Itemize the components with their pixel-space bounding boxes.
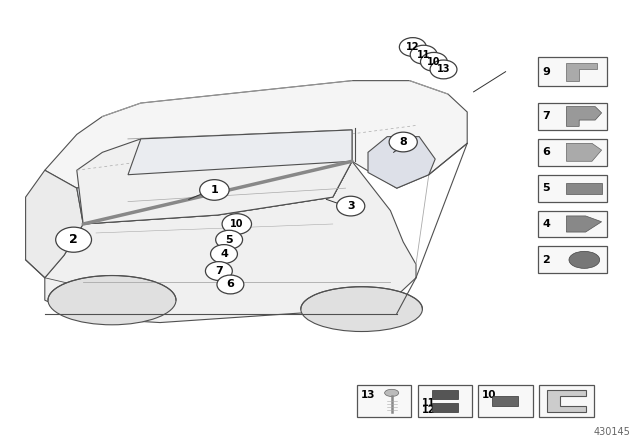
Polygon shape [566, 143, 602, 161]
Text: 9: 9 [542, 67, 550, 77]
Text: 13: 13 [361, 390, 375, 400]
Ellipse shape [48, 276, 176, 325]
Polygon shape [45, 81, 467, 188]
Circle shape [399, 38, 426, 56]
Circle shape [389, 132, 417, 152]
Text: 10: 10 [427, 57, 441, 67]
Bar [432, 390, 458, 399]
FancyBboxPatch shape [417, 385, 472, 417]
Text: 10: 10 [230, 219, 244, 229]
Text: 2: 2 [542, 255, 550, 265]
FancyBboxPatch shape [540, 385, 594, 417]
Circle shape [56, 227, 92, 252]
Circle shape [430, 60, 457, 79]
Text: 11: 11 [417, 50, 431, 60]
Text: 7: 7 [542, 112, 550, 121]
Circle shape [216, 230, 243, 249]
Polygon shape [26, 170, 83, 278]
Bar [566, 183, 602, 194]
Bar [492, 396, 518, 406]
Text: 3: 3 [347, 201, 355, 211]
Circle shape [420, 52, 447, 71]
Text: 12: 12 [422, 405, 435, 415]
Polygon shape [368, 137, 435, 188]
Ellipse shape [569, 251, 600, 268]
Circle shape [200, 180, 229, 200]
Text: 11: 11 [422, 398, 435, 408]
Polygon shape [566, 63, 597, 81]
Text: 5: 5 [225, 235, 233, 245]
FancyBboxPatch shape [538, 57, 607, 86]
FancyBboxPatch shape [357, 385, 412, 417]
Text: 5: 5 [542, 183, 550, 193]
FancyBboxPatch shape [538, 175, 607, 202]
Text: 12: 12 [406, 42, 420, 52]
Text: 10: 10 [483, 390, 497, 400]
Polygon shape [45, 161, 416, 323]
Polygon shape [566, 107, 602, 126]
Ellipse shape [385, 389, 399, 396]
Polygon shape [77, 161, 352, 224]
Circle shape [222, 214, 252, 234]
Text: 2: 2 [69, 233, 78, 246]
Circle shape [410, 45, 437, 64]
Circle shape [205, 262, 232, 280]
Bar [432, 403, 458, 412]
FancyBboxPatch shape [479, 385, 532, 417]
Polygon shape [77, 130, 352, 224]
Text: 4: 4 [542, 219, 550, 229]
Text: 13: 13 [436, 65, 451, 74]
Text: 7: 7 [215, 266, 223, 276]
Ellipse shape [301, 287, 422, 332]
Polygon shape [128, 130, 352, 175]
FancyBboxPatch shape [538, 139, 607, 166]
FancyBboxPatch shape [538, 103, 607, 130]
Polygon shape [566, 216, 602, 232]
Text: 1: 1 [211, 185, 218, 195]
Circle shape [217, 275, 244, 294]
FancyBboxPatch shape [538, 211, 607, 237]
Text: 4: 4 [220, 249, 228, 259]
Circle shape [211, 245, 237, 263]
Text: 6: 6 [542, 147, 550, 157]
Polygon shape [547, 390, 586, 412]
Text: 8: 8 [399, 137, 407, 147]
Circle shape [337, 196, 365, 216]
Text: 430145: 430145 [593, 427, 630, 437]
FancyBboxPatch shape [538, 246, 607, 273]
Text: 6: 6 [227, 280, 234, 289]
